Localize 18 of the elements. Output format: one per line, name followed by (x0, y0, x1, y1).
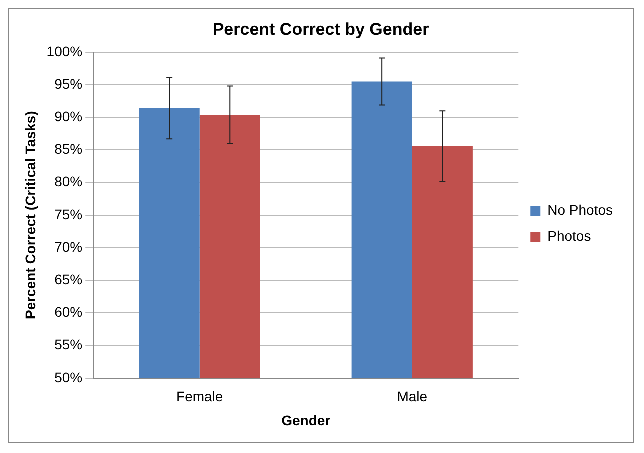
chart-title: Percent Correct by Gender (212, 20, 430, 39)
legend-label: No Photos (548, 202, 614, 218)
y-tick-label: 55% (54, 336, 83, 353)
x-tick-label: Female (176, 388, 224, 405)
y-tick-label: 70% (54, 238, 83, 255)
y-tick-label: 65% (54, 271, 83, 288)
y-tick-label: 95% (54, 76, 83, 92)
y-tick-label: 85% (54, 141, 83, 158)
y-tick-label: 75% (54, 206, 83, 222)
y-tick-label: 90% (54, 108, 83, 124)
y-tick-label: 100% (46, 43, 83, 60)
legend-label: Photos (548, 228, 592, 244)
x-tick-label: Male (397, 388, 428, 405)
y-axis-title: Percent Correct (Critical Tasks) (22, 111, 38, 320)
y-tick-label: 80% (54, 174, 83, 190)
y-tick-label: 50% (54, 369, 83, 386)
y-tick-label: 60% (54, 304, 83, 320)
x-axis-title: Gender (282, 412, 332, 428)
